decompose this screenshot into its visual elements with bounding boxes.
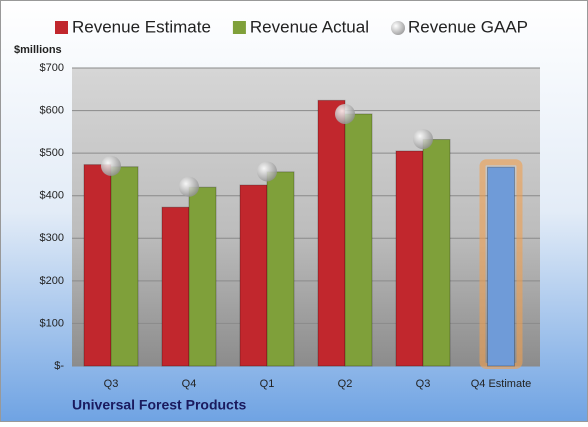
subtitle: Universal Forest Products	[72, 397, 246, 413]
x-tick-label: Q3	[416, 378, 431, 390]
legend-marker	[232, 21, 246, 34]
y-tick-label: $500	[40, 147, 64, 159]
x-tick-label: Q3	[104, 378, 119, 390]
y-tick-label: $300	[40, 232, 64, 244]
bar	[266, 171, 295, 367]
legend-label: Revenue GAAP	[408, 17, 528, 36]
x-tick-label: Q4	[182, 378, 197, 390]
gaap-marker	[101, 155, 121, 176]
y-axis-label: $millions	[14, 44, 62, 56]
gaap-marker	[257, 161, 277, 182]
x-tick-label: Q1	[260, 378, 275, 390]
gaap-marker	[179, 176, 199, 197]
bar	[161, 206, 190, 367]
bar	[395, 150, 424, 367]
gaap-marker	[413, 129, 433, 150]
bar	[422, 139, 451, 367]
legend-marker	[391, 21, 405, 35]
legend-label: Revenue Actual	[250, 17, 369, 36]
y-tick-label: $100	[40, 317, 64, 329]
bar	[239, 184, 268, 367]
legend-label: Revenue Estimate	[72, 17, 211, 36]
bar	[487, 166, 515, 367]
x-tick-label: Q2	[338, 378, 353, 390]
x-tick-label: Q4 Estimate	[471, 378, 532, 390]
y-tick-label: $-	[54, 360, 64, 372]
y-tick-label: $700	[40, 62, 64, 74]
y-tick-label: $600	[40, 104, 64, 116]
plot-area	[72, 68, 540, 366]
bar	[110, 166, 139, 367]
gaap-marker	[335, 103, 355, 124]
bar	[188, 186, 217, 367]
bar	[344, 113, 373, 367]
y-tick-label: $400	[40, 190, 64, 202]
bar	[317, 99, 346, 367]
bar	[83, 164, 112, 367]
y-tick-label: $200	[40, 275, 64, 287]
legend-marker	[55, 21, 68, 34]
